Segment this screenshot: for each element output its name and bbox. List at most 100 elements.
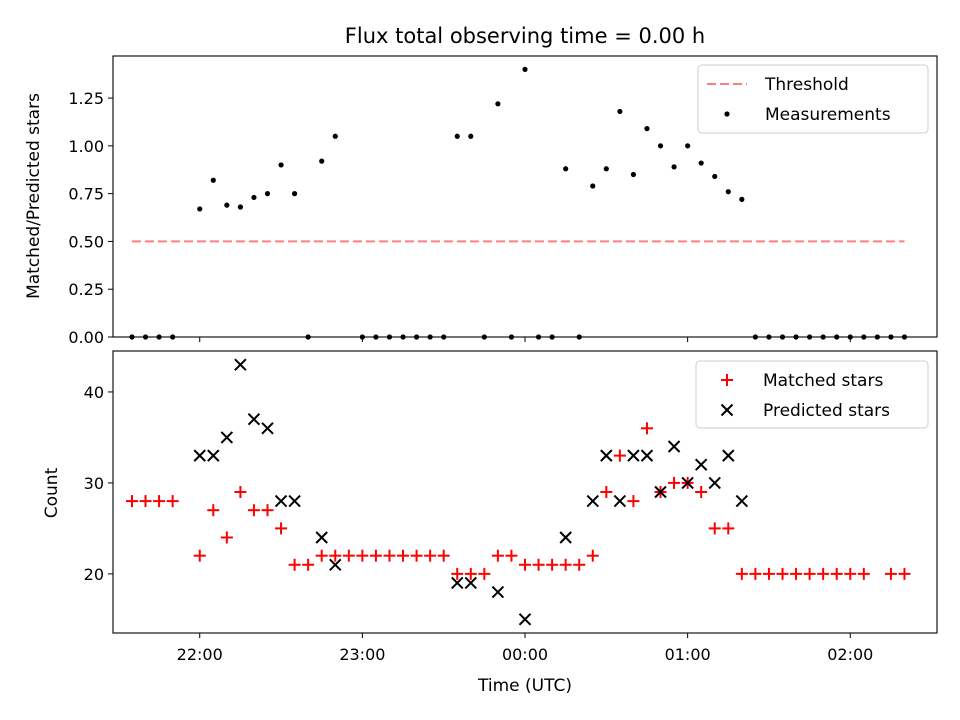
matched-star-marker [573,558,586,571]
measurement-point [698,160,704,166]
matched-star-marker [559,558,572,571]
measurement-point [657,143,664,149]
measurement-point [454,133,460,139]
measurement-point [237,204,243,210]
measurement-point [712,173,718,180]
matched-star-marker [505,549,518,562]
predicted-star-marker [315,531,328,544]
predicted-star-marker [613,494,627,508]
predicted-star-marker [708,476,721,490]
predicted-star-marker [681,476,694,490]
top-y-tick-label: 1.00 [68,137,104,156]
matched-star-marker [640,422,653,435]
predicted-star-marker [586,494,599,508]
predicted-star-marker [247,413,261,426]
predicted-star-marker [207,449,220,462]
x-tick-label: 02:00 [827,645,873,664]
measurement-point [468,133,474,139]
top-y-tick-label: 0.25 [68,280,104,299]
measurement-point [319,158,325,164]
matched-star-marker [383,549,396,562]
matched-star-marker [762,567,775,580]
matched-star-marker [613,449,626,462]
matched-star-marker [546,558,559,571]
measurement-point [630,171,637,178]
legend-predicted-swatch [720,403,734,417]
measurement-point [292,191,298,197]
legend-matched-label: Matched stars [763,371,883,391]
matched-star-marker [315,549,328,562]
predicted-star-marker [667,440,681,453]
matched-star-marker [356,549,369,562]
predicted-star-marker [654,485,667,499]
matched-star-marker [668,476,681,489]
predicted-star-marker [288,494,301,508]
measurement-point [197,206,203,212]
measurement-point [739,196,745,202]
matched-star-marker [844,567,857,580]
matched-star-marker [234,486,247,498]
measurement-point [671,164,677,170]
top-y-tick-label: 0.50 [68,232,104,251]
predicted-star-marker [600,449,613,462]
predicted-star-marker [559,531,572,544]
x-axis-label: Time (UTC) [477,676,572,696]
matched-star-marker [125,495,138,508]
top-legend: Threshold Measurements [697,64,929,134]
x-tick-label: 22:00 [177,645,223,664]
x-tick-label: 23:00 [339,645,385,664]
measurement-point [617,108,623,115]
top-y-axis-label: Matched/Predicted stars [24,93,44,299]
matched-star-marker [451,567,464,580]
predicted-star-marker [464,576,477,590]
predicted-star-marker [274,494,288,508]
predicted-star-marker [234,358,247,371]
measurement-point [603,166,609,172]
predicted-star-marker [329,558,342,571]
bottom-panel: 20 30 40 22:00 23:00 00:00 01:00 02:00 Matched s… [84,350,938,664]
matched-star-marker [424,549,437,562]
predicted-star-marker [722,449,735,462]
predicted-star-marker [220,431,234,444]
predicted-star-marker [627,449,640,462]
matched-star-marker [220,531,233,544]
matched-star-marker [329,549,342,562]
matched-star-marker [410,549,423,562]
matched-star-marker [776,567,789,580]
matched-star-marker [139,495,152,508]
bottom-y-axis-label: Count [42,467,62,518]
matched-star-marker [600,486,613,498]
top-legend-box [697,64,929,134]
matched-star-marker [275,522,288,535]
measurement-point [224,202,230,208]
legend-matched-swatch [721,374,733,386]
measurement-point [685,143,691,149]
matched-star-marker [857,567,870,580]
matched-star-marker [884,567,897,580]
matched-star-marker [817,567,830,580]
bottom-y-tick-label: 20 [84,565,104,584]
predicted-star-marker [193,449,206,462]
matched-star-marker [193,549,206,562]
measurement-point [332,133,338,139]
predicted-star-marker [451,576,464,590]
bottom-y-tick-label: 30 [84,474,104,493]
bottom-legend-box [695,360,929,429]
matched-star-marker [803,567,816,580]
predicted-star-marker [640,449,654,462]
bottom-y-tick-label: 40 [84,383,104,402]
predicted-star-marker [735,494,749,508]
matched-star-marker [369,549,382,562]
matched-star-marker [735,567,748,580]
measurement-point [644,126,650,132]
matched-star-marker [153,495,166,508]
matched-star-marker [790,567,803,580]
legend-threshold-label: Threshold [764,75,849,95]
matched-star-marker [288,558,301,571]
matched-star-marker [519,558,531,571]
top-panel: 0.00 0.25 0.50 0.75 1.00 1.25 Threshold Measure… [68,55,938,347]
legend-measurements-label: Measurements [765,105,891,125]
matched-star-marker [166,495,179,508]
predicted-star-marker [694,458,708,471]
